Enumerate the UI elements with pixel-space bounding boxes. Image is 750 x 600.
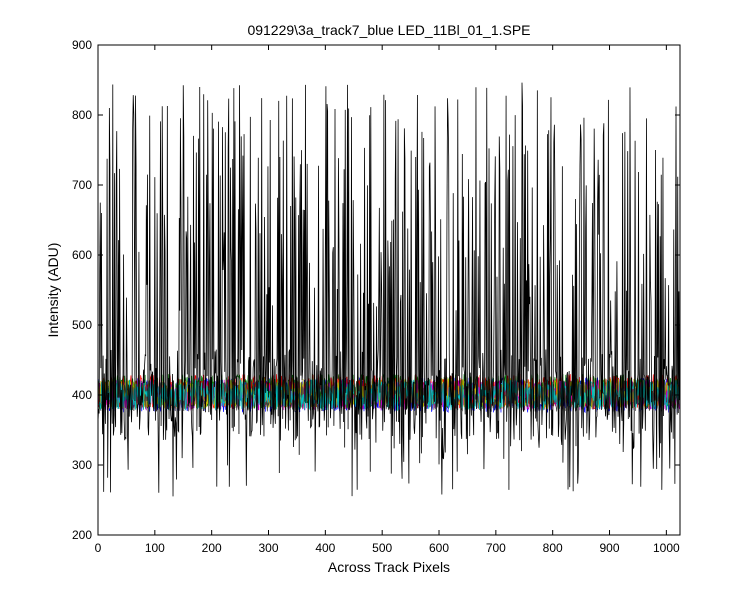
x-tick-label: 400 [315,541,335,555]
x-tick-label: 200 [202,541,222,555]
series-line [97,82,680,497]
y-tick-label: 500 [72,318,92,332]
y-tick-label: 200 [72,528,92,542]
y-tick-label: 400 [72,388,92,402]
y-tick-label: 700 [72,178,92,192]
series-layer [97,82,680,497]
chart-title: 091229\3a_track7_blue LED_11Bl_01_1.SPE [247,22,530,38]
y-tick-label: 300 [72,458,92,472]
y-tick-label: 600 [72,248,92,262]
x-tick-label: 300 [258,541,278,555]
x-tick-label: 1000 [653,541,680,555]
y-tick-label: 900 [72,38,92,52]
ticks-layer: 0 100 200 300 400 500 600 700 800 900 1000 200 300 40… [72,38,680,555]
x-tick-label: 700 [486,541,506,555]
x-tick-label: 600 [429,541,449,555]
x-tick-label: 900 [600,541,620,555]
y-tick-label: 800 [72,108,92,122]
y-axis-label: Intensity (ADU) [45,243,61,338]
x-tick-label: 100 [145,541,165,555]
x-tick-label: 800 [543,541,563,555]
x-axis-label: Across Track Pixels [328,559,450,575]
x-tick-label: 0 [95,541,102,555]
axes-box [97,44,681,536]
x-tick-label: 500 [372,541,392,555]
